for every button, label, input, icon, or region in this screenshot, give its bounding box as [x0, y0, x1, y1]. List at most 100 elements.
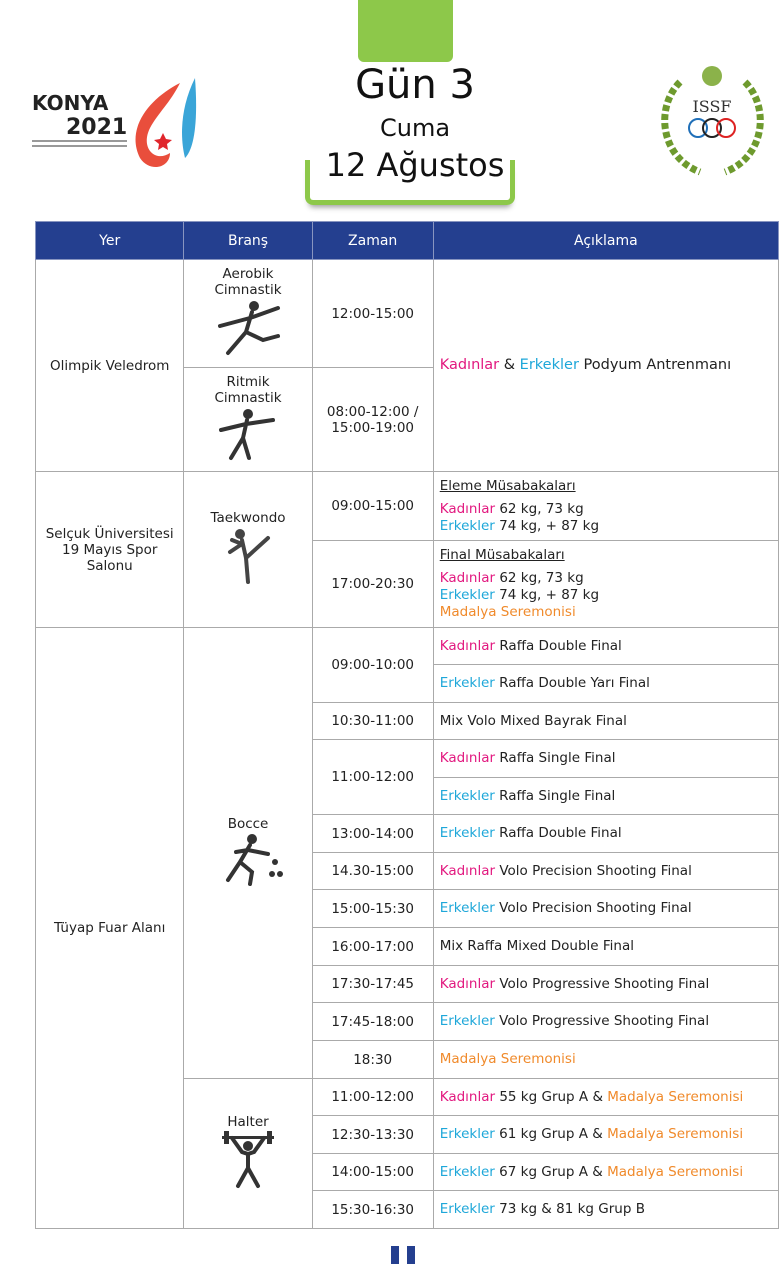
- description-cell: Mix Volo Mixed Bayrak Final: [432, 702, 779, 740]
- svg-text:KONYA: KONYA: [32, 91, 109, 115]
- description-line: Erkekler 73 kg & 81 kg Grup B: [440, 1201, 772, 1218]
- venue-cell: Tüyap Fuar Alanı: [34, 627, 185, 1229]
- time-cell: 16:00-17:00: [311, 927, 434, 966]
- description-text: Final Müsabakaları: [439, 547, 565, 563]
- description-text: Raffa Single Final: [495, 750, 616, 766]
- green-bracket-decoration: [305, 160, 515, 205]
- description-line: Kadınlar & Erkekler Podyum Antrenmanı: [440, 357, 772, 374]
- table-row: 14.30-15:00 Kadınlar Volo Precision Shoot…: [36, 852, 779, 890]
- men-label: Erkekler: [439, 1163, 495, 1180]
- description-text: 55 kg Grup A &: [495, 1088, 608, 1105]
- description-cell: Final Müsabakaları Kadınlar 62 kg, 73 kg E…: [432, 540, 779, 628]
- green-tab-decoration: [358, 0, 453, 62]
- table-row: 16:00-17:00 Mix Raffa Mixed Double Final: [36, 927, 779, 966]
- time-cell: 09:00-10:00: [311, 627, 434, 703]
- page-indicator-icon: [391, 1246, 423, 1268]
- men-label: Erkekler: [519, 357, 579, 373]
- date: 12 Ağustos: [325, 146, 505, 184]
- table-row: 10:30-11:00 Mix Volo Mixed Bayrak Final: [36, 702, 779, 740]
- men-label: Erkekler: [439, 1013, 495, 1029]
- description-cell: Madalya Seremonisi: [432, 1040, 779, 1079]
- description-line: Kadınlar Raffa Single Final: [440, 750, 772, 767]
- description-cell: Kadınlar Volo Precision Shooting Final: [432, 852, 779, 890]
- description-text: Volo Progressive Shooting Final: [495, 975, 710, 992]
- description-line: Erkekler 61 kg Grup A & Madalya Seremoni…: [440, 1126, 772, 1143]
- time-cell: 12:30-13:30: [311, 1115, 434, 1154]
- women-label: Kadınlar: [439, 637, 496, 654]
- aerobic-gymnast-icon: [208, 298, 288, 362]
- description-line: Kadınlar 62 kg, 73 kg: [440, 501, 772, 518]
- description-cell: Erkekler 67 kg Grup A & Madalya Seremoni…: [432, 1153, 779, 1191]
- description-line: Mix Volo Mixed Bayrak Final: [440, 713, 772, 730]
- ceremony-label: Madalya Seremonisi: [607, 1126, 744, 1142]
- description-line: Final Müsabakaları: [440, 547, 772, 564]
- description-text: Eleme Müsabakaları: [439, 477, 576, 494]
- description-cell: Erkekler 61 kg Grup A & Madalya Seremoni…: [432, 1115, 779, 1154]
- branch-cell: Halter: [183, 1078, 313, 1229]
- time-cell: 17:45-18:00: [311, 1002, 434, 1041]
- time-cell: 13:00-14:00: [311, 814, 434, 853]
- day-title: Gün 3: [355, 62, 475, 108]
- table-row: Tüyap Fuar Alanı Bocce 09:00-10:00 Kadınlar…: [34, 627, 779, 1229]
- table-row: 15:30-16:30 Erkekler 73 kg & 81 kg Grup B: [36, 1190, 779, 1229]
- time-cell: 15:30-16:30: [311, 1190, 434, 1229]
- description-text: &: [499, 357, 520, 373]
- ceremony-label: Madalya Seremonisi: [439, 604, 576, 620]
- time-cell: 14:00-15:00: [311, 1153, 434, 1191]
- description-cell: Mix Raffa Mixed Double Final: [432, 927, 779, 966]
- rhythmic-gymnast-icon: [213, 406, 283, 465]
- time-cell: 10:30-11:00: [311, 702, 434, 740]
- description-text: 73 kg & 81 kg Grup B: [494, 1201, 645, 1217]
- branch-label: Halter: [227, 1113, 269, 1130]
- description-text: Mix Raffa Mixed Double Final: [439, 938, 634, 954]
- ceremony-label: Madalya Seremonisi: [439, 1051, 576, 1067]
- description-cell: Eleme Müsabakaları Kadınlar 62 kg, 73 kg E…: [432, 471, 779, 541]
- table-row: 12:30-13:30 Erkekler 61 kg Grup A & Madal…: [36, 1115, 779, 1154]
- table-row: 15:00-15:30 Erkekler Volo Precision Shoot…: [36, 889, 779, 928]
- description-cell: Kadınlar Raffa Single Final: [432, 739, 779, 778]
- description-text: Volo Progressive Shooting Final: [494, 1013, 710, 1029]
- branch-label: Bocce: [227, 815, 269, 832]
- weekday: Cuma: [379, 114, 451, 142]
- taekwondo-icon: [218, 526, 278, 590]
- description-line: Madalya Seremonisi: [440, 1051, 772, 1068]
- table-row: 18:30 Madalya Seremonisi: [36, 1040, 779, 1079]
- description-line: Erkekler Volo Progressive Shooting Final: [440, 1013, 772, 1030]
- description-text: Podyum Antrenmanı: [578, 357, 732, 373]
- branch-cell: Bocce: [183, 627, 313, 1079]
- bocce-player-icon: [208, 832, 288, 891]
- branch-label: Ritmik Cimnastik: [214, 374, 282, 406]
- description-line: Erkekler 74 kg, + 87 kg: [440, 518, 772, 535]
- time-cell: 14.30-15:00: [311, 852, 434, 890]
- description-cell: Erkekler Raffa Double Yarı Final: [432, 664, 779, 703]
- time-cell: 11:00-12:00: [311, 739, 434, 815]
- time-cell: 17:00-20:30: [311, 540, 434, 628]
- description-line: Kadınlar 55 kg Grup A & Madalya Seremoni…: [440, 1089, 772, 1106]
- women-label: Kadınlar: [439, 500, 496, 517]
- description-line: Mix Raffa Mixed Double Final: [440, 938, 772, 955]
- description-text: 74 kg, + 87 kg: [494, 587, 600, 603]
- description-text: Volo Precision Shooting Final: [494, 900, 692, 916]
- men-label: Erkekler: [439, 825, 495, 841]
- branch-label: Taekwondo: [210, 509, 286, 526]
- issf-logo: ISSF: [661, 66, 764, 176]
- men-label: Erkekler: [439, 587, 495, 603]
- branch-cell: Aerobik Cimnastik: [183, 259, 313, 368]
- schedule-table: Yer Branş Zaman Açıklama Olimpik Veledrom Ae…: [34, 221, 779, 1229]
- description-line: Kadınlar Volo Precision Shooting Final: [440, 863, 772, 880]
- time-cell: 12:00-15:00: [311, 259, 434, 368]
- table-row: Ritmik Cimnastik 08:00-12:00 / 15:00-19:0…: [36, 367, 779, 472]
- time-cell: 15:00-15:30: [311, 889, 434, 928]
- men-label: Erkekler: [439, 517, 495, 534]
- description-line: Kadınlar Raffa Double Final: [440, 638, 772, 655]
- description-line: Erkekler 74 kg, + 87 kg: [440, 587, 772, 604]
- men-label: Erkekler: [439, 787, 495, 804]
- description-text: 62 kg, 73 kg: [495, 500, 584, 517]
- men-label: Erkekler: [439, 675, 495, 691]
- table-row: 17:45-18:00 Erkekler Volo Progressive Sho…: [36, 1002, 779, 1041]
- women-label: Kadınlar: [439, 750, 496, 766]
- description-text: Mix Volo Mixed Bayrak Final: [439, 712, 627, 729]
- column-header: Yer: [34, 221, 185, 260]
- description-cell: Erkekler Volo Precision Shooting Final: [432, 889, 779, 928]
- description-line: Madalya Seremonisi: [440, 604, 772, 621]
